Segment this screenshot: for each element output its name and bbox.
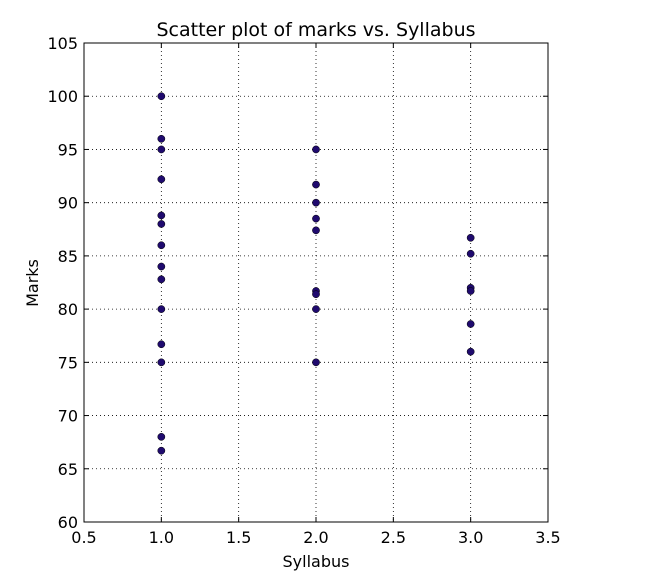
x-tick-label: 1.5 — [226, 528, 251, 547]
scatter-point — [466, 233, 475, 242]
y-tick-label: 65 — [58, 460, 78, 479]
y-tick-label: 75 — [58, 353, 78, 372]
x-tick-label: 3.5 — [535, 528, 560, 547]
scatter-point — [312, 290, 320, 299]
plot-area-frame — [83, 42, 549, 523]
y-tick-labels: 60 65 70 75 80 85 90 95 100 105 — [47, 34, 78, 532]
scatter-point — [157, 175, 166, 184]
x-tick-labels: 0.5 1.0 1.5 2.0 2.5 3.0 3.5 — [71, 528, 560, 547]
scatter-point — [157, 432, 166, 441]
y-tick-label: 70 — [58, 407, 78, 426]
scatter-point — [312, 198, 320, 207]
y-tick-label: 85 — [58, 247, 78, 266]
y-tick-label: 95 — [58, 140, 78, 159]
scatter-point — [157, 145, 166, 154]
scatter-point — [466, 287, 475, 295]
scatter-point — [312, 180, 320, 189]
scatter-point — [157, 446, 166, 455]
scatter-point — [157, 241, 166, 250]
x-axis-label: Syllabus — [283, 552, 350, 571]
x-tick-label: 2.0 — [303, 528, 328, 547]
x-tick-label: 2.5 — [381, 528, 406, 547]
y-tick-label: 100 — [47, 87, 78, 106]
scatter-point — [312, 305, 320, 313]
scatter-point — [312, 226, 320, 235]
y-tick-label: 60 — [58, 513, 78, 532]
scatter-point — [312, 358, 320, 367]
scatter-point — [466, 347, 475, 356]
scatter-point — [157, 211, 166, 220]
data-points — [157, 92, 475, 455]
scatter-point — [466, 249, 475, 258]
scatter-point — [157, 358, 166, 367]
scatter-point — [157, 340, 166, 349]
scatter-point — [157, 262, 166, 271]
scatter-point — [312, 145, 320, 154]
y-axis-label: Marks — [23, 259, 42, 307]
scatter-point — [157, 275, 166, 284]
chart-title: Scatter plot of marks vs. Syllabus — [156, 19, 475, 41]
x-tick-label: 3.0 — [458, 528, 483, 547]
scatter-point — [466, 320, 475, 328]
x-tick-label: 0.5 — [71, 528, 96, 547]
scatter-point — [312, 214, 320, 223]
y-tick-label: 105 — [47, 34, 78, 53]
y-tick-label: 80 — [58, 300, 78, 319]
scatter-point — [157, 134, 166, 143]
scatter-point — [157, 220, 166, 228]
y-tick-label: 90 — [58, 194, 78, 213]
x-tick-label: 1.0 — [149, 528, 174, 547]
scatter-point — [157, 305, 166, 313]
scatter-point — [157, 92, 166, 101]
